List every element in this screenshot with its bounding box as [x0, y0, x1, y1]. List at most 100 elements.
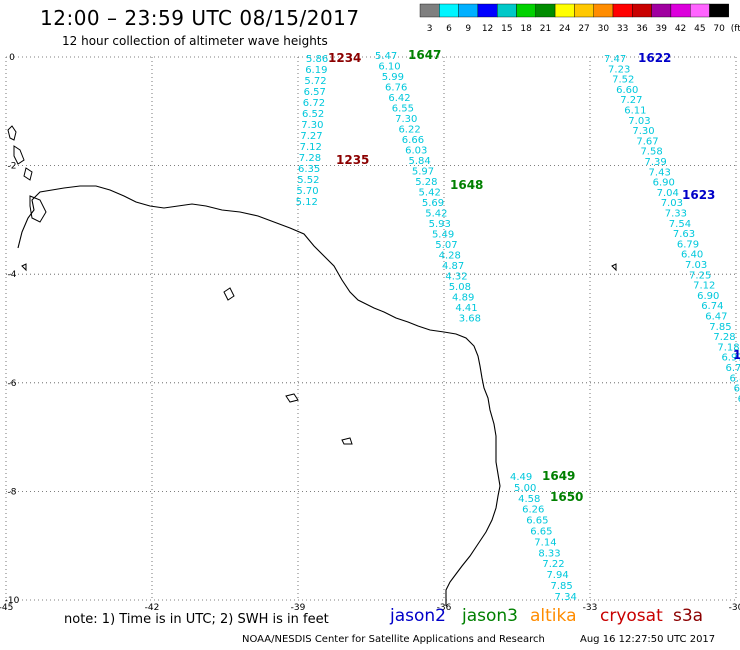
wave-height-1622: 7.25 [689, 270, 711, 281]
colorbar-swatch-70 [709, 3, 729, 18]
coastline-island-5 [285, 393, 299, 403]
wave-height-1234: 7.28 [299, 153, 321, 164]
wave-height-1622: 7.47 [604, 54, 626, 65]
wave-height-1649: 7.94 [546, 570, 568, 581]
note-text: note: 1) Time is in UTC; 2) SWH is in fe… [64, 612, 329, 627]
legend-s3a: s3a [673, 606, 704, 626]
coastline-mainland [17, 185, 501, 606]
track-time-label-1648: 1648 [450, 178, 483, 192]
colorbar-label-3: 3 [427, 24, 433, 34]
wave-height-1234: 6.57 [304, 87, 326, 98]
wave-height-1622: 7.03 [685, 260, 707, 271]
track-time-label-1622: 1622 [638, 51, 671, 65]
track-time-label-1647: 1647 [408, 48, 441, 62]
wave-height-1622: 6.97 [721, 353, 740, 364]
colorbar-label-39: 39 [656, 24, 668, 34]
legend-altika: altika [530, 606, 577, 626]
wave-height-1234: 6.72 [303, 98, 325, 109]
x-tick-label: -45 [0, 603, 13, 613]
y-tick-label: -8 [8, 487, 17, 497]
colorbar-label-9: 9 [465, 24, 471, 34]
wave-height-1622: 7.28 [713, 332, 735, 343]
map-title: 12:00 – 23:59 UTC 08/15/2017 [40, 6, 360, 30]
coastline-island-4 [223, 287, 235, 301]
wave-height-1647: 6.55 [392, 104, 414, 115]
wave-height-1234: 6.52 [302, 109, 324, 120]
y-tick-label: -2 [8, 162, 17, 172]
colorbar-label-21: 21 [540, 24, 551, 34]
x-tick-label: -36 [437, 603, 452, 613]
wave-height-1234: 5.86 [306, 54, 328, 65]
wave-height-1649: 7.22 [542, 559, 564, 570]
satellite-tracks: 5.866.195.726.576.726.527.307.277.127.28… [296, 48, 740, 603]
wave-height-1647: 6.03 [405, 146, 427, 157]
wave-height-1234: 5.12 [296, 197, 318, 208]
wave-height-1234: 5.72 [304, 76, 326, 87]
wave-height-1649: 7.85 [551, 581, 573, 592]
y-tick-label: 0 [9, 53, 15, 63]
wave-height-1234: 7.27 [300, 131, 322, 142]
coastline-island-2 [13, 145, 25, 165]
wave-height-1622: 7.54 [669, 219, 691, 230]
colorbar-label-24: 24 [559, 24, 571, 34]
y-tick-label: -10 [5, 596, 20, 606]
wave-height-1649: 7.14 [534, 537, 556, 548]
colorbar-label-18: 18 [520, 24, 532, 34]
coastline [7, 125, 617, 606]
wave-height-1622: 7.03 [628, 116, 650, 127]
colorbar-label-15: 15 [501, 24, 512, 34]
wave-height-1622: 6.40 [681, 250, 703, 261]
colorbar-unit: (ft) [731, 24, 740, 34]
x-tick-label: -39 [291, 603, 306, 613]
legend-jason3: jason3 [462, 606, 518, 626]
wave-height-1649: 8.33 [538, 548, 560, 559]
wave-height-1622: 7.67 [636, 136, 658, 147]
wave-height-1234: 5.70 [296, 186, 318, 197]
wave-height-1622: 7.39 [645, 157, 667, 168]
wave-height-1649: 7.34 [555, 592, 577, 603]
wave-height-1622: 6.90 [653, 178, 675, 189]
grid-lines [5, 56, 737, 601]
track-time-label-1234: 1234 [328, 51, 361, 65]
wave-height-1622: 7.58 [640, 147, 662, 158]
wave-height-1649: 5.00 [514, 483, 536, 494]
track-time-label-1623: 1623 [682, 188, 715, 202]
wave-height-1622: 7.03 [661, 198, 683, 209]
wave-height-1234: 7.12 [300, 142, 322, 153]
track-time-label-1235: 1235 [336, 153, 369, 167]
colorbar-label-33: 33 [617, 24, 628, 34]
wave-height-1647: 6.10 [378, 62, 400, 73]
footer-credit: NOAA/NESDIS Center for Satellite Applica… [242, 634, 545, 645]
wave-height-1622: 7.12 [693, 281, 715, 292]
wave-height-1647: 4.89 [452, 293, 474, 304]
wave-height-1234: 7.30 [301, 120, 323, 131]
wave-height-1234: 6.19 [305, 65, 327, 76]
wave-height-1647: 6.42 [388, 93, 410, 104]
wave-height-1649: 6.26 [522, 505, 544, 516]
axis-tick-labels: -45 -42 -39 -36 -33 -30 0 -2 -4 -6 -8 -10 [0, 53, 740, 613]
wave-height-1647: 5.84 [409, 156, 431, 167]
map-subtitle: 12 hour collection of altimeter wave hei… [62, 34, 328, 48]
y-tick-label: -4 [8, 270, 17, 280]
wave-height-1647: 5.97 [412, 167, 434, 178]
legend-jason2: jason2 [390, 606, 446, 626]
coastline-island-6 [341, 437, 353, 445]
wave-height-1649: 6.65 [530, 527, 552, 538]
track-time-label-1650: 1650 [550, 490, 583, 504]
wave-height-1622: 6.79 [677, 239, 699, 250]
wave-height-1622: 7.04 [657, 188, 679, 199]
legend-cryosat: cryosat [600, 606, 663, 626]
wave-height-1622: 6.89 [730, 373, 740, 384]
x-tick-label: -30 [729, 603, 740, 613]
wave-height-1647: 6.76 [385, 83, 407, 94]
colorbar-label-70: 70 [713, 24, 725, 34]
wave-height-1622: 6.90 [697, 291, 719, 302]
wave-height-1649: 6.65 [526, 516, 548, 527]
colorbar-label-6: 6 [446, 24, 452, 34]
colorbar-label-27: 27 [578, 24, 589, 34]
coastline-island-1 [7, 125, 17, 141]
wave-height-1647: 5.08 [449, 282, 471, 293]
wave-height-1622: 7.43 [649, 167, 671, 178]
